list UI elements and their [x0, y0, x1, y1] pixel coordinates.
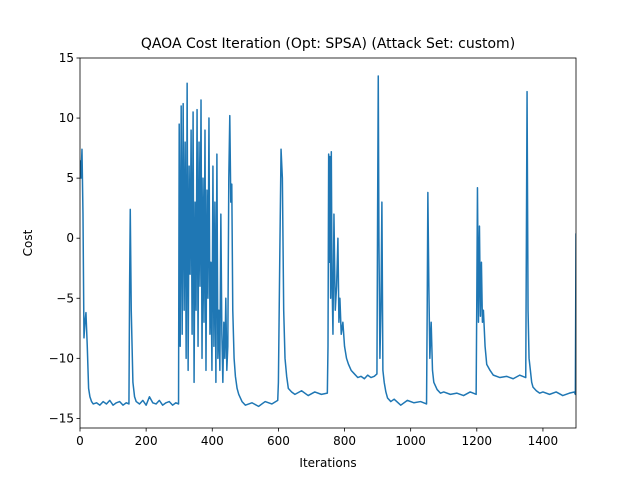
x-tick-label: 1200: [462, 434, 493, 448]
x-tick-label: 600: [267, 434, 290, 448]
y-tick-label: −15: [49, 411, 74, 425]
x-tick-label: 1000: [395, 434, 426, 448]
x-axis-label: Iterations: [299, 456, 356, 470]
y-tick-label: 10: [59, 111, 74, 125]
x-tick-label: 400: [201, 434, 224, 448]
line: [80, 75, 576, 408]
y-tick-label: 0: [66, 231, 74, 245]
chart-title: QAOA Cost Iteration (Opt: SPSA) (Attack …: [141, 36, 515, 52]
y-tick-label: 15: [59, 51, 74, 65]
x-tick-label: 200: [135, 434, 158, 448]
x-tick-label: 800: [333, 434, 356, 448]
y-tick-label: −5: [56, 291, 74, 305]
y-tick-label: −10: [49, 351, 74, 365]
x-tick-label: 1400: [528, 434, 559, 448]
y-axis-label: Cost: [21, 229, 35, 256]
y-tick-label: 5: [66, 171, 74, 185]
plot-frame: [79, 57, 577, 429]
x-tick-label: 0: [76, 434, 84, 448]
